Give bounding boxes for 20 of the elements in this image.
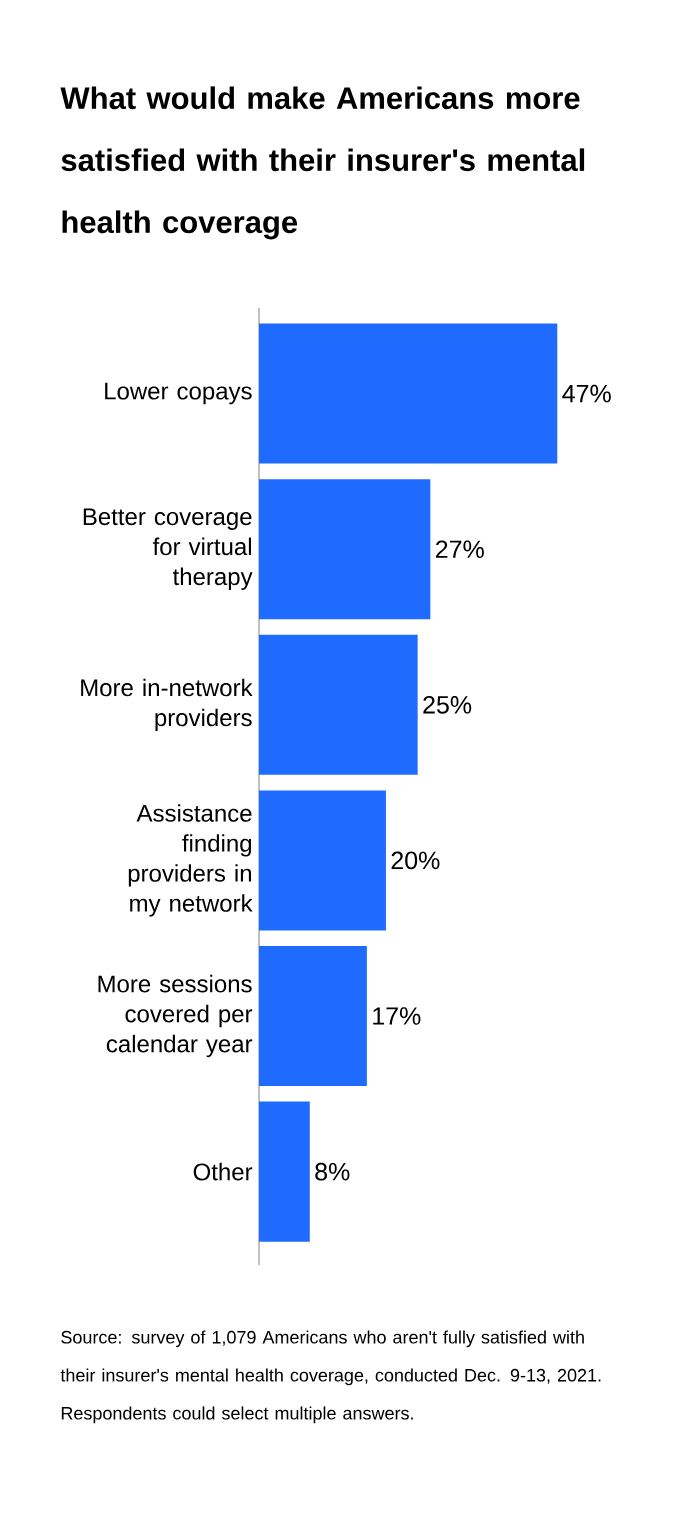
data-label: 27%	[436, 540, 484, 559]
data-label: 47%	[562, 384, 611, 403]
source-note: Source: survey of 1,079 Americans who aren't fully satisfied with their insurer's mental health coverage, conducted Dec. 9-13, 2021. Respondents could select multiple answers.	[60, 1330, 601, 1424]
bar	[258, 634, 418, 775]
y-tick-label: Assistance finding providers in my network	[128, 804, 253, 917]
bar	[258, 790, 386, 931]
y-tick-label: Other	[193, 1162, 253, 1181]
bar	[258, 479, 431, 620]
y-tick-label: More sessions covered per calendar year	[98, 974, 253, 1058]
y-tick-label: Lower copays	[105, 382, 252, 405]
data-label: 25%	[423, 695, 472, 714]
data-label: 17%	[373, 1007, 421, 1025]
data-label: 8%	[315, 1162, 350, 1181]
y-tick-label: Better coverage for virtual therapy	[83, 508, 253, 590]
chart-title: What would make Americans more satisfied with their insurer's mental health coverage	[60, 86, 585, 240]
y-tick-label: More in-network providers	[81, 678, 253, 731]
bar	[258, 946, 367, 1087]
bar	[258, 1101, 310, 1242]
data-label: 20%	[391, 851, 440, 870]
bar	[258, 323, 558, 464]
